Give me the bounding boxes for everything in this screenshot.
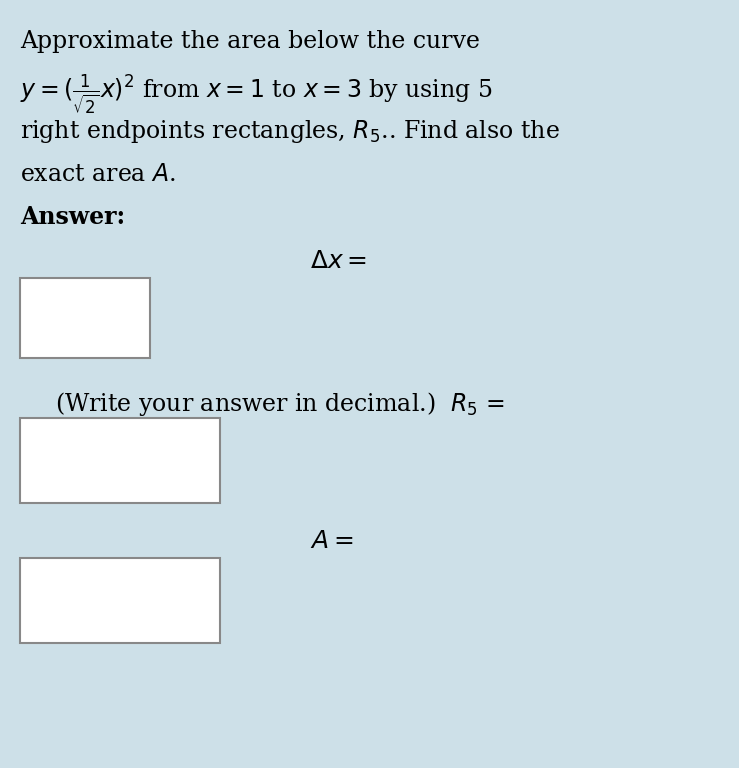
Text: right endpoints rectangles, $R_5$.. Find also the: right endpoints rectangles, $R_5$.. Find… [20, 118, 559, 145]
Text: (Write your answer in decimal.)  $R_5$ =: (Write your answer in decimal.) $R_5$ = [55, 390, 505, 418]
Text: $\Delta x =$: $\Delta x =$ [310, 250, 367, 273]
Text: Approximate the area below the curve: Approximate the area below the curve [20, 30, 480, 53]
Text: $A =$: $A =$ [310, 530, 353, 553]
Bar [20, 278, 150, 358]
Text: Answer:: Answer: [20, 205, 125, 229]
Text: exact area $A$.: exact area $A$. [20, 163, 176, 186]
Bar [20, 418, 220, 503]
Bar [20, 558, 220, 643]
Text: $y = (\frac{1}{\sqrt{2}}x)^2$ from $x = 1$ to $x = 3$ by using 5: $y = (\frac{1}{\sqrt{2}}x)^2$ from $x = … [20, 72, 493, 115]
